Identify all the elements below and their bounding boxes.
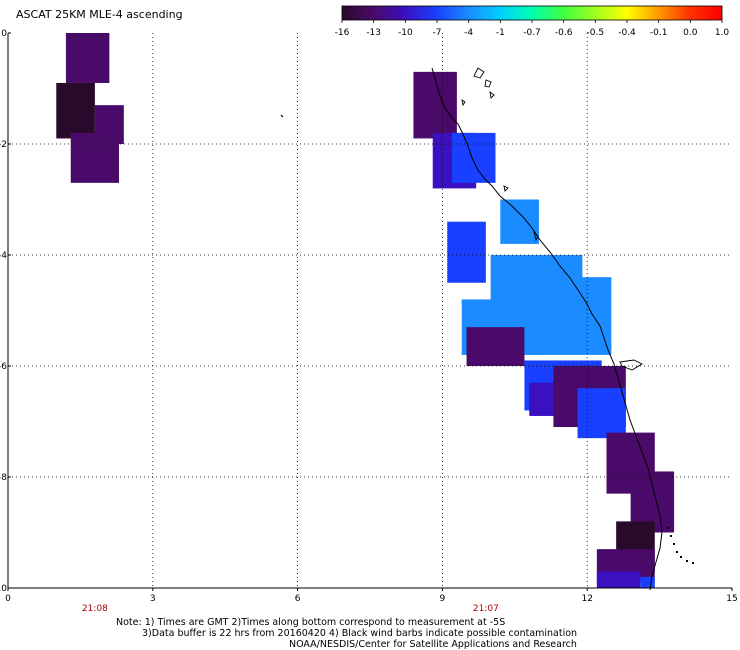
data-cell-12 bbox=[524, 277, 612, 355]
island-dot bbox=[667, 527, 669, 529]
island-dot bbox=[692, 562, 694, 564]
coastline bbox=[280, 67, 663, 591]
y-tick-label: -8 bbox=[0, 473, 7, 483]
x-tick-label: 3 bbox=[150, 594, 156, 604]
colorbar: -16 -13 -10 -7 -4 -1 -0.7 -0.6 -0.5 -0.4 -0.1 0.0 1.… bbox=[335, 5, 730, 38]
data-cell-7 bbox=[500, 199, 539, 244]
island-dot bbox=[676, 551, 678, 553]
data-cell-8 bbox=[447, 221, 486, 283]
footnote-line-2: 3)Data buffer is 22 hrs from 20160420 4)… bbox=[142, 628, 578, 639]
map-title: ASCAT 25KM MLE-4 ascending bbox=[16, 8, 183, 21]
colorbar-label: -16 bbox=[335, 28, 350, 38]
colorbar-label: -0.4 bbox=[618, 28, 636, 38]
data-cell-16 bbox=[577, 388, 626, 439]
x-tick-label: 12 bbox=[581, 594, 592, 604]
island-dots bbox=[667, 527, 694, 564]
data-cell-0 bbox=[65, 33, 110, 83]
data-cell-21 bbox=[596, 571, 641, 588]
colorbar-label: -10 bbox=[398, 28, 413, 38]
colorbar-ramp bbox=[341, 5, 723, 21]
colorbar-label: -0.1 bbox=[650, 28, 668, 38]
x-tick-label: 6 bbox=[295, 594, 301, 604]
data-cell-22 bbox=[640, 576, 655, 588]
axes: 0 3 6 9 12 15 0 -2 -4 -6 -8 -10 21:08 21:07 bbox=[0, 29, 738, 614]
time-label: 21:08 bbox=[82, 604, 108, 614]
colorbar-label: -0.7 bbox=[523, 28, 541, 38]
data-cell-6 bbox=[452, 132, 496, 183]
colorbar-label: 0.0 bbox=[683, 28, 698, 38]
time-label: 21:07 bbox=[473, 604, 499, 614]
x-tick-label: 9 bbox=[440, 594, 446, 604]
x-tick-label: 15 bbox=[726, 594, 737, 604]
data-cells bbox=[56, 33, 675, 588]
data-cell-11 bbox=[466, 327, 525, 366]
colorbar-label: -7 bbox=[433, 28, 442, 38]
colorbar-label: -0.5 bbox=[587, 28, 605, 38]
data-cell-1 bbox=[56, 82, 95, 139]
island-dot bbox=[680, 556, 682, 558]
y-tick-label: -2 bbox=[0, 140, 7, 150]
colorbar-label: 1.0 bbox=[715, 28, 730, 38]
colorbar-label: -1 bbox=[496, 28, 505, 38]
data-cell-3 bbox=[70, 132, 120, 183]
island-dot bbox=[670, 535, 672, 537]
x-tick-label: 0 bbox=[5, 594, 11, 604]
footnote-line-3: NOAA/NESDIS/Center for Satellite Applica… bbox=[289, 639, 577, 650]
data-cell-4 bbox=[413, 71, 457, 139]
colorbar-label: -13 bbox=[366, 28, 381, 38]
y-tick-label: -10 bbox=[0, 584, 7, 594]
y-tick-label: 0 bbox=[1, 29, 7, 39]
colorbar-label: -4 bbox=[464, 28, 473, 38]
colorbar-label: -0.6 bbox=[555, 28, 573, 38]
y-tick-label: -6 bbox=[0, 362, 7, 372]
island-dot bbox=[686, 560, 688, 562]
footnote-line-1: Note: 1) Times are GMT 2)Times along bot… bbox=[116, 617, 506, 628]
y-tick-label: -4 bbox=[0, 251, 7, 261]
grid-lines bbox=[8, 33, 732, 588]
island-dot bbox=[673, 543, 675, 545]
